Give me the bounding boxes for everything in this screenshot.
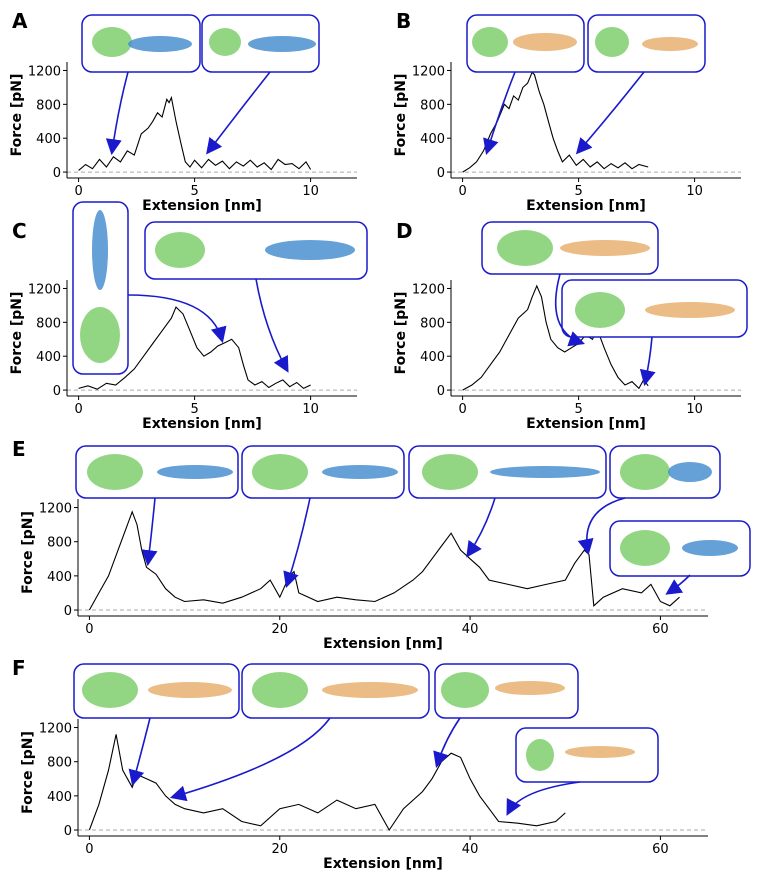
y-axis-label: Force [pN] — [9, 74, 25, 157]
y-tick-label: 800 — [47, 536, 72, 551]
panel-letter: B — [396, 9, 411, 33]
y-tick-label: 0 — [64, 604, 72, 619]
y-axis-label: Force [pN] — [20, 511, 36, 594]
x-axis-label: Extension [nm] — [526, 416, 646, 432]
y-axis-label: Force [pN] — [393, 292, 409, 375]
y-tick-label: 400 — [36, 132, 61, 147]
x-tick-label: 5 — [190, 184, 198, 199]
y-tick-label: 400 — [47, 790, 72, 805]
force-trace — [462, 71, 649, 173]
panel-letter: E — [12, 437, 26, 461]
x-axis-label: Extension [nm] — [526, 198, 646, 214]
x-tick-label: 0 — [85, 842, 93, 857]
x-tick-label: 10 — [302, 402, 319, 417]
y-tick-label: 0 — [53, 384, 61, 399]
x-axis-label: Extension [nm] — [323, 636, 443, 652]
x-tick-label: 0 — [458, 184, 466, 199]
y-tick-label: 400 — [36, 350, 61, 365]
panel-letter: A — [12, 9, 28, 33]
y-tick-label: 1200 — [28, 282, 61, 297]
x-tick-label: 10 — [686, 184, 703, 199]
x-axis-label: Extension [nm] — [142, 416, 262, 432]
y-tick-label: 800 — [36, 98, 61, 113]
y-tick-label: 0 — [64, 824, 72, 839]
y-axis-label: Force [pN] — [20, 731, 36, 814]
y-tick-label: 0 — [53, 166, 61, 181]
insets — [72, 14, 751, 816]
y-tick-label: 1200 — [412, 282, 445, 297]
force-trace — [78, 306, 311, 390]
x-axis-label: Extension [nm] — [142, 198, 262, 214]
x-tick-label: 40 — [462, 842, 479, 857]
x-tick-label: 10 — [686, 402, 703, 417]
x-tick-label: 5 — [574, 402, 582, 417]
force-trace — [88, 734, 566, 832]
y-tick-label: 0 — [437, 166, 445, 181]
y-tick-label: 400 — [420, 132, 445, 147]
x-tick-label: 10 — [302, 184, 319, 199]
panel-letter: F — [12, 656, 26, 680]
force-trace — [88, 510, 680, 611]
x-tick-label: 0 — [458, 402, 466, 417]
x-tick-label: 60 — [652, 622, 669, 637]
y-tick-label: 800 — [420, 98, 445, 113]
x-tick-label: 0 — [74, 184, 82, 199]
force-trace — [462, 284, 649, 391]
y-tick-label: 1200 — [39, 722, 72, 737]
y-axis-label: Force [pN] — [393, 74, 409, 157]
panel-letter: C — [12, 219, 27, 243]
panel-letter: D — [396, 219, 413, 243]
y-tick-label: 400 — [47, 570, 72, 585]
force-trace — [78, 95, 312, 171]
x-tick-label: 0 — [74, 402, 82, 417]
y-axis-label: Force [pN] — [9, 292, 25, 375]
y-tick-label: 1200 — [412, 64, 445, 79]
x-axis-label: Extension [nm] — [323, 856, 443, 872]
y-tick-label: 1200 — [39, 502, 72, 517]
x-tick-label: 5 — [574, 184, 582, 199]
x-tick-label: 0 — [85, 622, 93, 637]
y-tick-label: 400 — [420, 350, 445, 365]
x-tick-label: 20 — [271, 842, 288, 857]
x-tick-label: 5 — [190, 402, 198, 417]
x-tick-label: 60 — [652, 842, 669, 857]
y-tick-label: 0 — [437, 384, 445, 399]
x-tick-label: 40 — [462, 622, 479, 637]
y-tick-label: 800 — [47, 756, 72, 771]
x-tick-label: 20 — [271, 622, 288, 637]
y-tick-label: 800 — [420, 316, 445, 331]
y-tick-label: 1200 — [28, 64, 61, 79]
y-tick-label: 800 — [36, 316, 61, 331]
